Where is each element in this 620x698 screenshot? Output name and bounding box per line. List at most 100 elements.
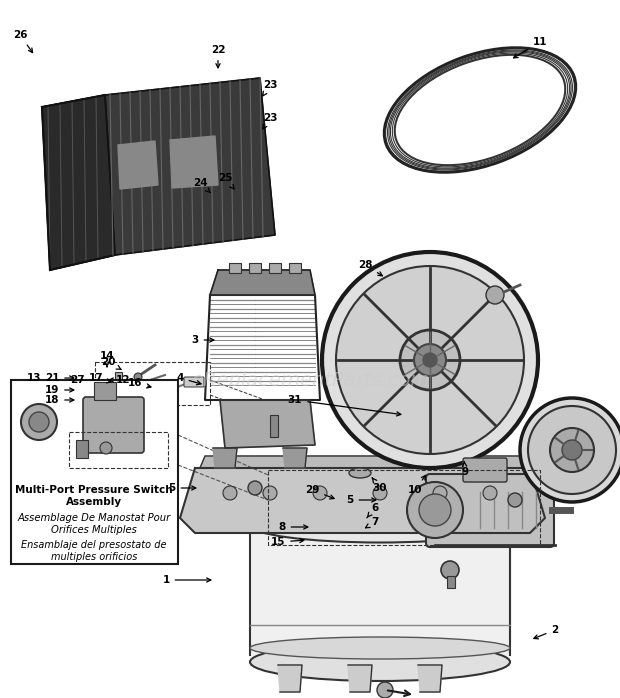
Text: 20: 20 bbox=[100, 357, 121, 369]
Circle shape bbox=[419, 494, 451, 526]
Circle shape bbox=[400, 330, 460, 390]
Text: 19: 19 bbox=[45, 385, 74, 395]
Text: 23: 23 bbox=[263, 80, 277, 96]
Text: 30: 30 bbox=[372, 478, 388, 493]
Bar bbox=[269, 263, 281, 273]
Text: 18: 18 bbox=[45, 395, 74, 405]
Circle shape bbox=[313, 486, 327, 500]
Text: 24: 24 bbox=[193, 178, 211, 193]
Text: 6: 6 bbox=[367, 503, 379, 518]
Text: Assemblage De Manostat Pour: Assemblage De Manostat Pour bbox=[17, 513, 170, 523]
Text: 25: 25 bbox=[218, 173, 234, 189]
Text: 31: 31 bbox=[288, 395, 401, 416]
Text: 5: 5 bbox=[347, 495, 376, 505]
Ellipse shape bbox=[250, 643, 510, 681]
Text: 14: 14 bbox=[100, 351, 114, 366]
Circle shape bbox=[322, 252, 538, 468]
Polygon shape bbox=[348, 665, 372, 692]
Circle shape bbox=[562, 440, 582, 460]
Text: 7: 7 bbox=[365, 517, 379, 528]
Ellipse shape bbox=[250, 637, 510, 659]
Circle shape bbox=[483, 486, 497, 500]
Polygon shape bbox=[418, 665, 442, 692]
Circle shape bbox=[486, 286, 504, 304]
Circle shape bbox=[263, 486, 277, 500]
Polygon shape bbox=[210, 270, 315, 295]
Text: Multi-Port Pressure Switch: Multi-Port Pressure Switch bbox=[15, 485, 173, 495]
Text: eReplacementParts.com: eReplacementParts.com bbox=[191, 371, 429, 390]
Text: 29: 29 bbox=[305, 485, 334, 499]
Text: 12: 12 bbox=[109, 375, 130, 385]
Polygon shape bbox=[283, 448, 307, 468]
Circle shape bbox=[21, 404, 57, 440]
Circle shape bbox=[414, 344, 446, 376]
Bar bbox=[76, 440, 88, 458]
Circle shape bbox=[134, 373, 142, 381]
Circle shape bbox=[407, 482, 463, 538]
Text: 26: 26 bbox=[13, 30, 33, 52]
FancyBboxPatch shape bbox=[463, 458, 507, 482]
Circle shape bbox=[113, 380, 123, 390]
Circle shape bbox=[336, 266, 524, 454]
Bar bbox=[94, 382, 116, 400]
Circle shape bbox=[248, 481, 262, 495]
Bar bbox=[115, 372, 122, 394]
Circle shape bbox=[520, 398, 620, 502]
Polygon shape bbox=[250, 525, 510, 655]
Text: 2: 2 bbox=[534, 625, 559, 639]
Text: 11: 11 bbox=[513, 37, 547, 58]
Bar bbox=[11, 380, 178, 564]
Text: Ensamblaje del presostato de: Ensamblaje del presostato de bbox=[21, 540, 167, 550]
Polygon shape bbox=[42, 95, 115, 270]
Circle shape bbox=[433, 486, 447, 500]
Ellipse shape bbox=[349, 468, 371, 478]
Text: 23: 23 bbox=[263, 113, 277, 129]
Circle shape bbox=[550, 428, 594, 472]
FancyBboxPatch shape bbox=[426, 474, 554, 547]
Bar bbox=[270, 415, 278, 437]
Text: 16: 16 bbox=[128, 378, 151, 388]
Circle shape bbox=[508, 493, 522, 507]
Text: 22: 22 bbox=[211, 45, 225, 68]
Text: 17: 17 bbox=[89, 373, 111, 383]
Polygon shape bbox=[278, 665, 302, 692]
Circle shape bbox=[373, 486, 387, 500]
Circle shape bbox=[528, 406, 616, 494]
Text: 28: 28 bbox=[358, 260, 383, 276]
Polygon shape bbox=[213, 448, 237, 468]
Circle shape bbox=[100, 442, 112, 454]
Text: 10: 10 bbox=[408, 475, 425, 495]
FancyBboxPatch shape bbox=[184, 377, 204, 387]
Circle shape bbox=[223, 486, 237, 500]
Circle shape bbox=[423, 353, 437, 367]
Text: 13: 13 bbox=[27, 373, 42, 383]
Text: 27: 27 bbox=[69, 375, 84, 385]
Text: 1: 1 bbox=[162, 575, 211, 585]
Text: 5: 5 bbox=[169, 483, 196, 493]
Polygon shape bbox=[220, 400, 315, 448]
Polygon shape bbox=[200, 456, 530, 468]
Bar bbox=[447, 576, 455, 588]
Circle shape bbox=[29, 412, 49, 432]
Text: 3: 3 bbox=[192, 335, 214, 345]
Text: multiples orificios: multiples orificios bbox=[51, 552, 137, 562]
Text: Assembly: Assembly bbox=[66, 497, 122, 507]
Circle shape bbox=[441, 561, 459, 579]
Text: 9: 9 bbox=[461, 461, 469, 477]
Polygon shape bbox=[118, 141, 158, 189]
Bar bbox=[249, 263, 261, 273]
Text: 4: 4 bbox=[176, 373, 201, 385]
Ellipse shape bbox=[250, 507, 510, 542]
Bar bbox=[229, 263, 241, 273]
Polygon shape bbox=[105, 78, 275, 255]
Polygon shape bbox=[180, 468, 545, 533]
Circle shape bbox=[377, 682, 393, 698]
Text: 21: 21 bbox=[45, 373, 74, 383]
Bar bbox=[289, 263, 301, 273]
Polygon shape bbox=[170, 136, 218, 188]
FancyBboxPatch shape bbox=[104, 389, 126, 401]
Text: 15: 15 bbox=[271, 537, 304, 547]
FancyBboxPatch shape bbox=[83, 397, 144, 453]
Text: Orifices Multiples: Orifices Multiples bbox=[51, 525, 137, 535]
Text: 8: 8 bbox=[278, 522, 308, 532]
